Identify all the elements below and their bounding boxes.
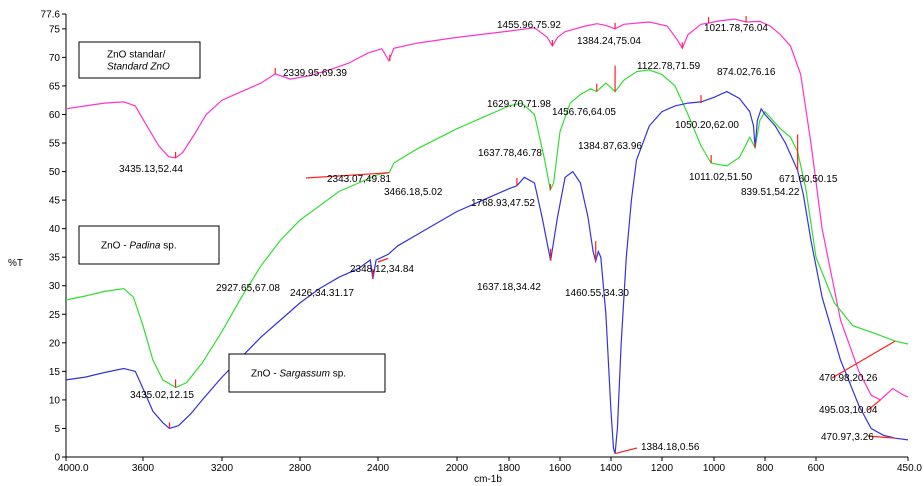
leader-line — [867, 399, 881, 411]
peak-label-green: 470.98,20.26 — [819, 373, 878, 384]
x-axis-label: cm-1b — [474, 474, 502, 485]
y-tick-label: 15 — [49, 367, 61, 378]
y-tick-label: 35 — [49, 253, 61, 264]
series-label-box-1: ZnO - Padina sp. — [78, 225, 220, 265]
x-tick-label: 4000.0 — [58, 463, 89, 474]
leader-line — [867, 435, 896, 439]
leader-line — [305, 172, 390, 179]
leader-line — [831, 340, 896, 379]
y-tick-label: 50 — [49, 167, 61, 178]
peak-label-blue: 1384.18,0.56 — [641, 442, 700, 453]
y-tick-label: 77.6 — [41, 10, 61, 21]
y-tick-label: 40 — [49, 224, 61, 235]
series-line-1 — [65, 69, 909, 389]
y-tick-label: 45 — [49, 196, 61, 207]
series-label-box-0: ZnO standar/Standard ZnO — [78, 41, 201, 79]
series-label-text: ZnO - Sargassum sp. — [251, 369, 346, 380]
peak-label-pink: 3435.13,52.44 — [119, 164, 183, 175]
peak-label-pink: 1455.96,75.92 — [497, 20, 561, 31]
leader-line — [377, 257, 389, 263]
y-tick-label: 20 — [49, 338, 61, 349]
peak-label-pink: 2927.65,67.08 — [216, 283, 280, 294]
x-tick-label: 2000 — [446, 463, 469, 474]
leader-line — [614, 447, 638, 455]
y-tick-label: 10 — [49, 395, 61, 406]
series-label-text: ZnO - Padina sp. — [101, 241, 177, 252]
x-tick-label: 3200 — [211, 463, 234, 474]
peak-label-blue: 1637.18,34.42 — [477, 282, 541, 293]
y-tick-label: 65 — [49, 81, 61, 92]
x-tick-label: 1400 — [600, 463, 623, 474]
peak-label-pink: 1629.70,71.98 — [487, 99, 551, 110]
peak-label-blue: 495.03,10.04 — [819, 405, 878, 416]
peak-markers — [168, 15, 896, 455]
peak-label-blue: 1460.55,34.30 — [565, 288, 629, 299]
peak-label-pink: 874.02,76.16 — [717, 67, 776, 78]
legend-boxes: ZnO standar/Standard ZnO ZnO - Padina sp.… — [78, 41, 386, 393]
peak-label-blue: 2348.12,34.84 — [350, 264, 414, 275]
x-tick-label: 1200 — [651, 463, 674, 474]
x-tick-label: 800 — [757, 463, 774, 474]
peak-label-pink: 2339.95,69.39 — [283, 68, 347, 79]
x-tick-label: 1000 — [703, 463, 726, 474]
y-tick-label: 5 — [54, 424, 60, 435]
peak-label-blue: 1768.93,47.52 — [471, 198, 535, 209]
y-tick-label: 30 — [49, 281, 61, 292]
series-label-text: Standard ZnO — [107, 62, 170, 73]
peak-label-green: 1384.87,63.96 — [578, 141, 642, 152]
x-tick-label: 1600 — [549, 463, 572, 474]
y-axis-label: %T — [8, 258, 23, 269]
peak-annotations: 3435.13,52.44 2927.65,67.08 2339.95,69.39 1… — [119, 20, 878, 453]
peak-label-blue: 470.97,3.26 — [821, 432, 874, 443]
peak-label-blue: 2426,34.31.17 — [290, 288, 354, 299]
x-tick-label: 1800 — [498, 463, 521, 474]
x-tick-label: 450.0 — [897, 463, 922, 474]
peak-label-green: 839.51,54.22 — [741, 187, 800, 198]
peak-label-pink: 1122.78,71.59 — [637, 61, 701, 72]
x-tick-label: 2400 — [367, 463, 390, 474]
series-line-0 — [65, 18, 909, 401]
x-tick-label: 3600 — [132, 463, 155, 474]
x-tick-label: 600 — [808, 463, 825, 474]
peak-label-green: 1050.20,62.00 — [675, 120, 739, 131]
axes: 0 5 10 15 20 25 30 35 40 45 50 55 60 65 70 75 77.6 4000.0… — [41, 10, 923, 475]
peak-label-green: 1637.78,46.78 — [478, 148, 542, 159]
x-tick-label: 2800 — [289, 463, 312, 474]
series-label-box-2: ZnO - Sargassum sp. — [228, 353, 386, 393]
peak-label-green: 1456.76,64.05 — [552, 107, 616, 118]
peak-label-pink: 1384.24,75.04 — [577, 36, 641, 47]
peak-label-pink: 1021.78,76.04 — [704, 23, 768, 34]
y-tick-label: 25 — [49, 310, 61, 321]
y-tick-label: 60 — [49, 110, 61, 121]
y-tick-label: 70 — [49, 53, 61, 64]
peak-label-green: 1011.02,51.50 — [689, 172, 753, 183]
y-tick-label: 0 — [54, 453, 60, 464]
y-tick-label: 55 — [49, 139, 61, 150]
peak-label-green: 3435.02,12.15 — [130, 390, 194, 401]
series-label-text: ZnO standar/ — [107, 50, 166, 61]
y-tick-label: 75 — [49, 24, 61, 35]
peak-label-blue: 3466.18,5.02 — [384, 187, 443, 198]
peak-label-green: 2343.07,49.81 — [327, 174, 391, 185]
peak-label-green: 671.60,50.15 — [779, 174, 838, 185]
